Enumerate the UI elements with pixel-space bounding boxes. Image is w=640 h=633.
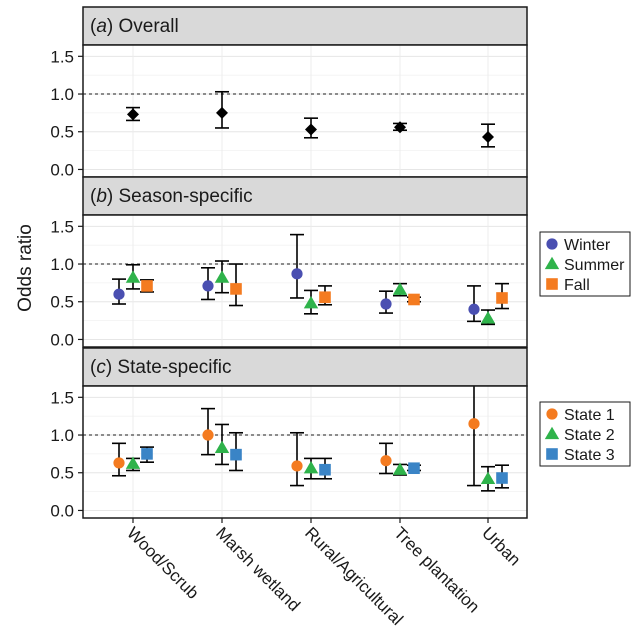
y-tick-label: 1.5 [50,47,74,66]
series-winter [112,233,481,323]
legend-label: Fall [564,277,590,294]
legend-label: State 3 [564,447,615,464]
data-point [305,123,317,136]
y-tick-label: 0.5 [50,293,74,312]
data-point [496,472,508,484]
data-point [230,448,242,461]
plot-area [83,45,527,177]
x-tick-label: Tree plantation [390,523,483,616]
y-tick-label: 1.0 [50,426,74,445]
data-point [380,298,392,310]
legend-marker [544,426,560,440]
y-axis-label: Odds ratio [15,224,36,312]
data-point [214,270,230,283]
legend: Winter Summer Fall [539,231,631,297]
y-tick-label: 0.0 [50,160,74,179]
y-tick-label: 0.0 [50,330,74,349]
series-state-3 [140,431,509,489]
data-point [468,303,480,315]
y-tick-label: 0.0 [50,501,74,520]
x-axis: Wood/Scrub Marsh wetlandRural/Agricultura… [123,518,524,629]
panel-title-letter: b [96,186,107,207]
data-point [394,121,406,134]
x-tick-label: Marsh wetland [212,523,304,615]
panel-title: (a) Overall [90,16,179,37]
x-tick-label: Urban [478,523,524,569]
panel-b: (b) Season-specific 0.0 0.5 1.0 1.5 Winter Sum… [50,176,631,349]
data-point [141,448,153,460]
data-point [216,106,228,119]
legend-marker [546,408,558,420]
data-point [319,291,331,304]
data-point [319,463,331,476]
data-point [468,418,480,430]
legend-marker [544,256,560,270]
data-point [202,429,214,441]
x-tick-label: Wood/Scrub [123,523,202,602]
legend-marker [546,238,558,250]
series-summer [125,260,496,326]
panel-title-text: ) Overall [107,16,179,37]
panel-title: (c) State-specific [90,357,231,378]
data-point [482,131,494,144]
panel-title-prefix: ( [90,16,97,37]
panel-title-letter: a [96,16,107,37]
legend-marker [546,278,558,290]
y-tick-label: 0.5 [50,123,74,142]
panel-title-text: ) Season-specific [107,186,253,207]
data-point [480,311,496,324]
panel-strip [82,6,528,46]
data-point [392,282,408,295]
data-point [214,440,230,454]
data-point [125,456,141,469]
data-point [113,288,125,300]
y-tick-label: 1.5 [50,217,74,236]
data-point [125,270,141,283]
data-point [113,457,125,469]
data-point [291,460,303,472]
data-point [291,268,303,280]
plot-area [83,386,527,518]
plot-border [82,214,528,348]
y-tick-label: 1.0 [50,255,74,274]
data-point [230,283,242,295]
series-overall [126,90,495,148]
panel-strip [82,176,528,216]
plot-area [83,215,527,347]
data-point [303,461,319,474]
data-point [480,471,496,484]
series-state-1 [112,386,481,487]
legend-label: State 1 [564,407,615,424]
data-point [127,108,139,121]
legend-marker [546,448,558,460]
x-tick-label: Rural/Agricultural [301,523,407,629]
legend: State 1 State 2 State 3 [539,401,631,467]
plot-border [82,385,528,519]
y-tick-label: 0.5 [50,464,74,483]
panel-a: (a) Overall 0.0 0.5 1.0 1.5 [50,6,528,179]
y-tick-label: 1.0 [50,85,74,104]
data-point [408,462,420,475]
data-point [408,293,420,306]
legend-label: State 2 [564,427,615,444]
panel-title: (b) Season-specific [90,186,253,207]
data-point [202,280,214,292]
series-state-2 [125,423,496,492]
data-point [303,296,319,309]
panel-title-letter: c [96,357,106,378]
data-point [392,462,408,475]
panel-title-prefix: ( [90,186,97,207]
panel-title-text: ) State-specific [106,357,232,378]
y-tick-label: 1.5 [50,388,74,407]
legend-label: Summer [564,257,625,274]
series-fall [140,263,509,310]
legend-label: Winter [564,237,611,254]
data-point [141,280,153,292]
data-point [496,292,508,304]
data-point [380,455,392,467]
panel-title-prefix: ( [90,357,97,378]
